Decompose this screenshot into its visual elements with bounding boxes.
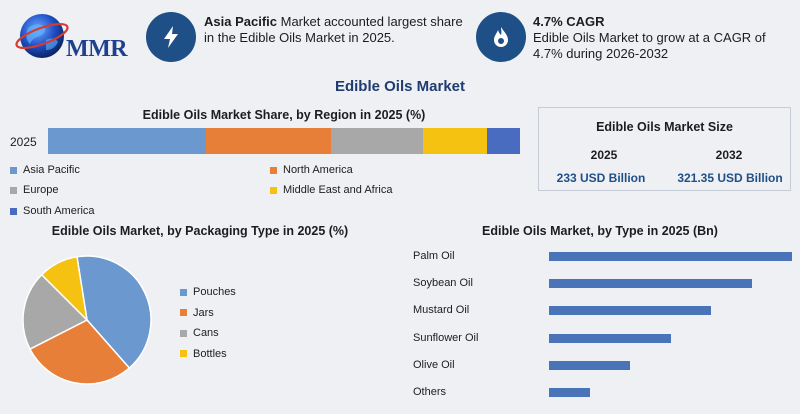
pie-legend-item: Bottles	[180, 348, 227, 360]
stack-category-label: 2025	[10, 135, 37, 149]
market-size-year-2032: 2032	[715, 148, 743, 162]
market-size-box: Edible Oils Market Size 2025 2032 233 US…	[538, 107, 791, 191]
type-bar-label: Olive Oil	[413, 358, 455, 371]
legend-label: Jars	[193, 306, 214, 319]
region-segment-north-america	[206, 128, 332, 154]
market-size-year-2025: 2025	[590, 148, 618, 162]
region-stacked-bar	[48, 128, 520, 154]
type-bar-label: Sunflower Oil	[413, 331, 479, 344]
kpi-region-text: Asia Pacific Market accounted largest sh…	[204, 14, 474, 46]
region-segment-europe	[331, 128, 424, 154]
flame-drop-icon	[476, 12, 526, 62]
type-bar-label: Soybean Oil	[413, 277, 473, 290]
legend-label: Middle East and Africa	[283, 184, 393, 196]
region-legend-item: Asia Pacific	[10, 164, 80, 176]
type-bar-olive-oil	[549, 360, 630, 370]
pie-slice-bottles	[40, 255, 89, 323]
globe-icon	[15, 14, 69, 58]
pie-legend-item: Jars	[180, 307, 214, 319]
type-chart-title: Edible Oils Market, by Type in 2025 (Bn)	[482, 224, 718, 238]
kpi-cagr-desc: Edible Oils Market to grow at a CAGR of …	[533, 30, 766, 61]
pie-slice-jars	[28, 319, 131, 385]
legend-swatch	[180, 350, 187, 357]
logo-text: MMR	[66, 36, 128, 62]
type-bar-label: Others	[413, 386, 447, 398]
market-size-value-2025: 233 USD Billion	[556, 171, 646, 185]
legend-swatch	[180, 288, 187, 296]
region-legend-item: Europe	[10, 184, 58, 196]
type-bar-others	[549, 388, 590, 397]
legend-swatch	[270, 186, 277, 194]
page-title: Edible Oils Market	[334, 78, 466, 95]
kpi-cagr-bold: 4.7% CAGR	[533, 14, 605, 29]
legend-swatch	[270, 166, 277, 174]
legend-swatch	[10, 207, 17, 215]
legend-label: Cans	[193, 327, 219, 339]
legend-label: Europe	[23, 184, 59, 196]
type-bar-label: Palm Oil	[413, 250, 455, 262]
legend-label: North America	[283, 164, 353, 176]
region-legend-item: North America	[270, 164, 353, 176]
legend-label: Asia Pacific	[23, 164, 80, 176]
region-segment-south-america	[486, 128, 520, 154]
region-chart-title: Edible Oils Market Share, by Region in 2…	[142, 108, 426, 122]
legend-swatch	[10, 186, 17, 194]
market-size-title: Edible Oils Market Size	[596, 120, 733, 134]
type-bar-mustard-oil	[549, 306, 711, 316]
pie-slice-pouches	[76, 255, 152, 370]
legend-swatch	[180, 309, 187, 316]
kpi-cagr-text: 4.7% CAGR Edible Oils Market to grow at …	[533, 14, 798, 62]
pie-slice-cans	[22, 273, 89, 351]
type-bar-palm-oil	[549, 252, 792, 261]
type-bar-label: Mustard Oil	[413, 304, 470, 317]
packaging-chart-title: Edible Oils Market, by Packaging Type in…	[51, 224, 349, 238]
pie-legend-item: Cans	[180, 327, 219, 339]
legend-swatch	[10, 166, 17, 174]
mmr-logo: MMR	[14, 6, 128, 66]
kpi-region-bold: Asia Pacific	[204, 14, 277, 29]
region-legend-item: South America	[10, 205, 95, 217]
market-size-value-2032: 321.35 USD Billion	[677, 171, 783, 185]
kpi-region-desc: Market accounted largest share in the Ed…	[204, 14, 463, 45]
legend-label: South America	[23, 205, 95, 217]
type-bar-sunflower-oil	[549, 333, 671, 343]
legend-label: Bottles	[193, 347, 227, 360]
packaging-pie-chart	[22, 255, 152, 385]
region-segment-middle-east-and-africa	[423, 128, 487, 154]
pie-legend-item: Pouches	[180, 286, 236, 298]
lightning-icon	[146, 12, 196, 62]
region-legend-item: Middle East and Africa	[270, 184, 392, 196]
legend-label: Pouches	[193, 286, 236, 298]
type-bar-soybean-oil	[549, 279, 752, 289]
region-segment-asia-pacific	[48, 128, 207, 154]
legend-swatch	[180, 329, 187, 337]
